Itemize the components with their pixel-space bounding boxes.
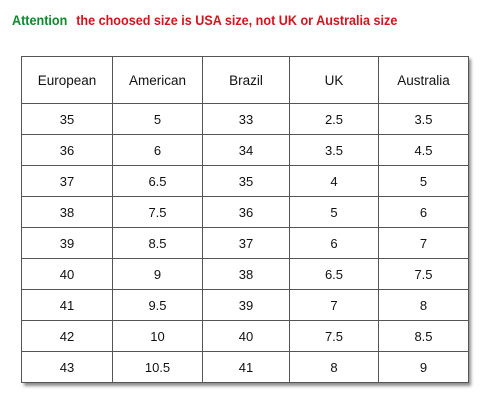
cell-uk: 5 — [289, 196, 379, 228]
cell-european: 37 — [21, 165, 113, 197]
table-header: European American Brazil UK Australia — [21, 56, 469, 104]
header-american: American — [112, 56, 203, 104]
cell-american: 9 — [112, 258, 203, 290]
cell-european: 36 — [21, 134, 113, 166]
cell-american: 7.5 — [112, 196, 203, 228]
cell-brazil: 37 — [202, 227, 290, 259]
cell-european: 39 — [21, 227, 113, 259]
cell-australia: 7.5 — [378, 258, 469, 290]
table-row: 39 8.5 37 6 7 — [21, 227, 469, 259]
table-row: 40 9 38 6.5 7.5 — [21, 258, 469, 290]
table-row: 43 10.5 41 8 9 — [21, 351, 469, 383]
cell-european: 43 — [21, 351, 113, 383]
cell-american: 8.5 — [112, 227, 203, 259]
table-body: 35 5 33 2.5 3.5 36 6 34 3.5 4.5 37 6.5 35 4 5 38 7.5 36 5 6… — [21, 103, 469, 383]
header-uk: UK — [289, 56, 379, 104]
table-row: 35 5 33 2.5 3.5 — [21, 103, 469, 135]
attention-label: Attention — [12, 12, 68, 28]
cell-australia: 9 — [378, 351, 469, 383]
table-row: 41 9.5 39 7 8 — [21, 289, 469, 321]
cell-australia: 8 — [378, 289, 469, 321]
table-row: 42 10 40 7.5 8.5 — [21, 320, 469, 352]
cell-american: 5 — [112, 103, 203, 135]
cell-australia: 8.5 — [378, 320, 469, 352]
cell-brazil: 40 — [202, 320, 290, 352]
table-row: 37 6.5 35 4 5 — [21, 165, 469, 197]
cell-brazil: 33 — [202, 103, 290, 135]
cell-brazil: 34 — [202, 134, 290, 166]
cell-brazil: 41 — [202, 351, 290, 383]
cell-american: 6.5 — [112, 165, 203, 197]
cell-brazil: 35 — [202, 165, 290, 197]
cell-european: 42 — [21, 320, 113, 352]
cell-european: 38 — [21, 196, 113, 228]
cell-australia: 4.5 — [378, 134, 469, 166]
cell-uk: 7 — [289, 289, 379, 321]
cell-australia: 5 — [378, 165, 469, 197]
table-row: 38 7.5 36 5 6 — [21, 196, 469, 228]
cell-brazil: 39 — [202, 289, 290, 321]
cell-uk: 2.5 — [289, 103, 379, 135]
size-conversion-table: European American Brazil UK Australia 35… — [21, 56, 469, 383]
cell-american: 6 — [112, 134, 203, 166]
cell-brazil: 38 — [202, 258, 290, 290]
table-row: 36 6 34 3.5 4.5 — [21, 134, 469, 166]
cell-australia: 7 — [378, 227, 469, 259]
header-australia: Australia — [378, 56, 469, 104]
cell-uk: 4 — [289, 165, 379, 197]
cell-american: 9.5 — [112, 289, 203, 321]
size-notice-message: the choosed size is USA size, not UK or … — [76, 12, 398, 28]
cell-uk: 6.5 — [289, 258, 379, 290]
cell-european: 41 — [21, 289, 113, 321]
cell-uk: 7.5 — [289, 320, 379, 352]
cell-uk: 8 — [289, 351, 379, 383]
cell-australia: 6 — [378, 196, 469, 228]
cell-australia: 3.5 — [378, 103, 469, 135]
cell-uk: 6 — [289, 227, 379, 259]
size-notice: Attention the choosed size is USA size, … — [12, 12, 397, 32]
header-row: European American Brazil UK Australia — [21, 56, 469, 104]
header-brazil: Brazil — [202, 56, 290, 104]
cell-american: 10 — [112, 320, 203, 352]
cell-uk: 3.5 — [289, 134, 379, 166]
size-chart-frame: European American Brazil UK Australia 35… — [21, 56, 469, 383]
cell-brazil: 36 — [202, 196, 290, 228]
header-european: European — [21, 56, 113, 104]
cell-european: 35 — [21, 103, 113, 135]
cell-european: 40 — [21, 258, 113, 290]
cell-american: 10.5 — [112, 351, 203, 383]
